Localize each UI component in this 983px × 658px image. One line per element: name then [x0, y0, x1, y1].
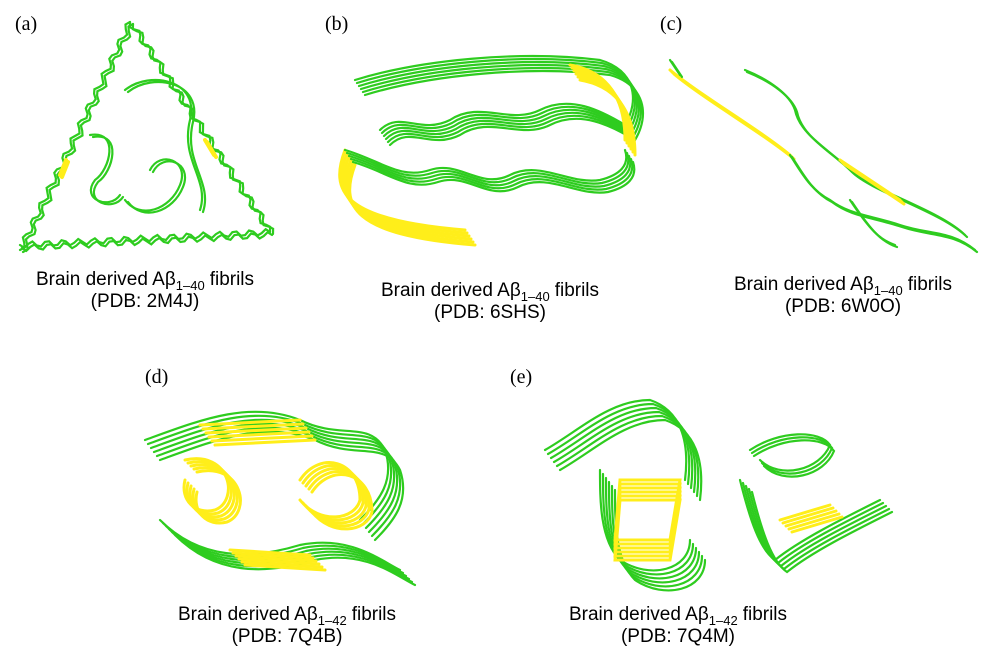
caption-suffix: fibrils — [743, 604, 787, 625]
caption-text: Brain derived Aβ — [734, 274, 874, 295]
strand — [792, 157, 977, 252]
strand — [128, 161, 185, 212]
strand — [133, 24, 273, 234]
strand — [130, 22, 270, 232]
panel-label: (e) — [510, 366, 532, 388]
caption-text: Brain derived Aβ — [569, 604, 709, 625]
caption-suffix: fibrils — [352, 604, 396, 625]
pdb-id: (PDB: 2M4J) — [91, 291, 200, 312]
strand — [23, 24, 133, 252]
caption-suffix: fibrils — [210, 269, 254, 290]
panel-label: (c) — [660, 13, 682, 35]
caption-suffix: fibrils — [908, 274, 952, 295]
pdb-id: (PDB: 6SHS) — [434, 302, 546, 323]
strand — [128, 82, 205, 212]
strand — [745, 70, 965, 235]
strand — [20, 22, 130, 250]
pdb-id: (PDB: 7Q4M) — [621, 626, 735, 647]
strand — [790, 155, 975, 250]
panel-label: (a) — [15, 13, 37, 35]
figure: (a)Brain derived Aβ1–40fibrils(PDB: 2M4J… — [0, 0, 983, 658]
strand — [844, 164, 904, 204]
caption-text: Brain derived Aβ — [381, 280, 521, 301]
panel-label: (b) — [325, 13, 348, 35]
caption-suffix: fibrils — [555, 280, 599, 301]
caption-text: Brain derived Aβ — [36, 269, 176, 290]
panel-label: (d) — [145, 366, 168, 388]
pdb-id: (PDB: 6W0O) — [785, 296, 901, 317]
strand — [93, 137, 123, 205]
pdb-id: (PDB: 7Q4B) — [232, 626, 343, 647]
caption-text: Brain derived Aβ — [178, 604, 318, 625]
